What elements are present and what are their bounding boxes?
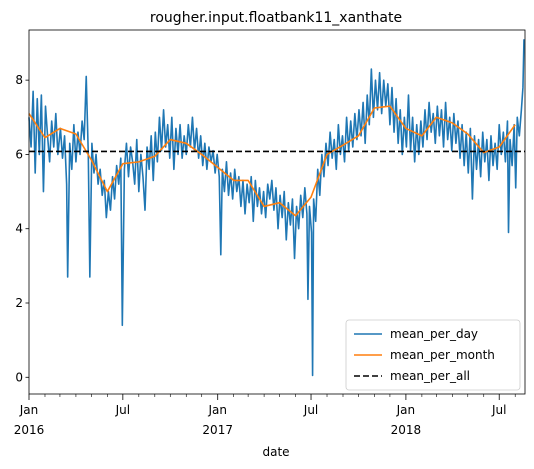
legend-box <box>345 319 521 391</box>
series-layer <box>28 39 525 377</box>
legend-label: mean_per_all <box>390 369 470 383</box>
y-tick-label: 0 <box>15 370 23 384</box>
plot-frame <box>28 29 526 395</box>
x-tick-label: Jul <box>115 403 130 417</box>
x-tick-label: Jan <box>396 403 416 417</box>
x-tick-year-label: 2018 <box>391 423 422 437</box>
series-line-mean-per-month <box>28 105 516 217</box>
x-axis-label: date <box>262 445 289 459</box>
x-tick-label: Jan <box>207 403 227 417</box>
x-tick-year-label: 2016 <box>14 423 45 437</box>
x-tick-label: Jul <box>491 403 506 417</box>
y-tick-label: 6 <box>15 147 23 161</box>
x-tick-label: Jan <box>19 403 39 417</box>
y-tick-label: 4 <box>15 222 23 236</box>
x-tick-year-label: 2017 <box>202 423 233 437</box>
axes: 0 2 4 6 8 Jan 2016 Jul Jan 2017 Jul Jan 2018 Jul <box>14 73 516 437</box>
x-tick-label: Jul <box>303 403 318 417</box>
legend-label: mean_per_month <box>390 348 495 362</box>
chart-title: rougher.input.floatbank11_xanthate <box>150 10 402 26</box>
legend: mean_per_day mean_per_month mean_per_all <box>345 319 521 391</box>
y-tick-label: 8 <box>15 73 23 87</box>
legend-label: mean_per_day <box>390 327 478 341</box>
y-tick-label: 2 <box>15 296 23 310</box>
